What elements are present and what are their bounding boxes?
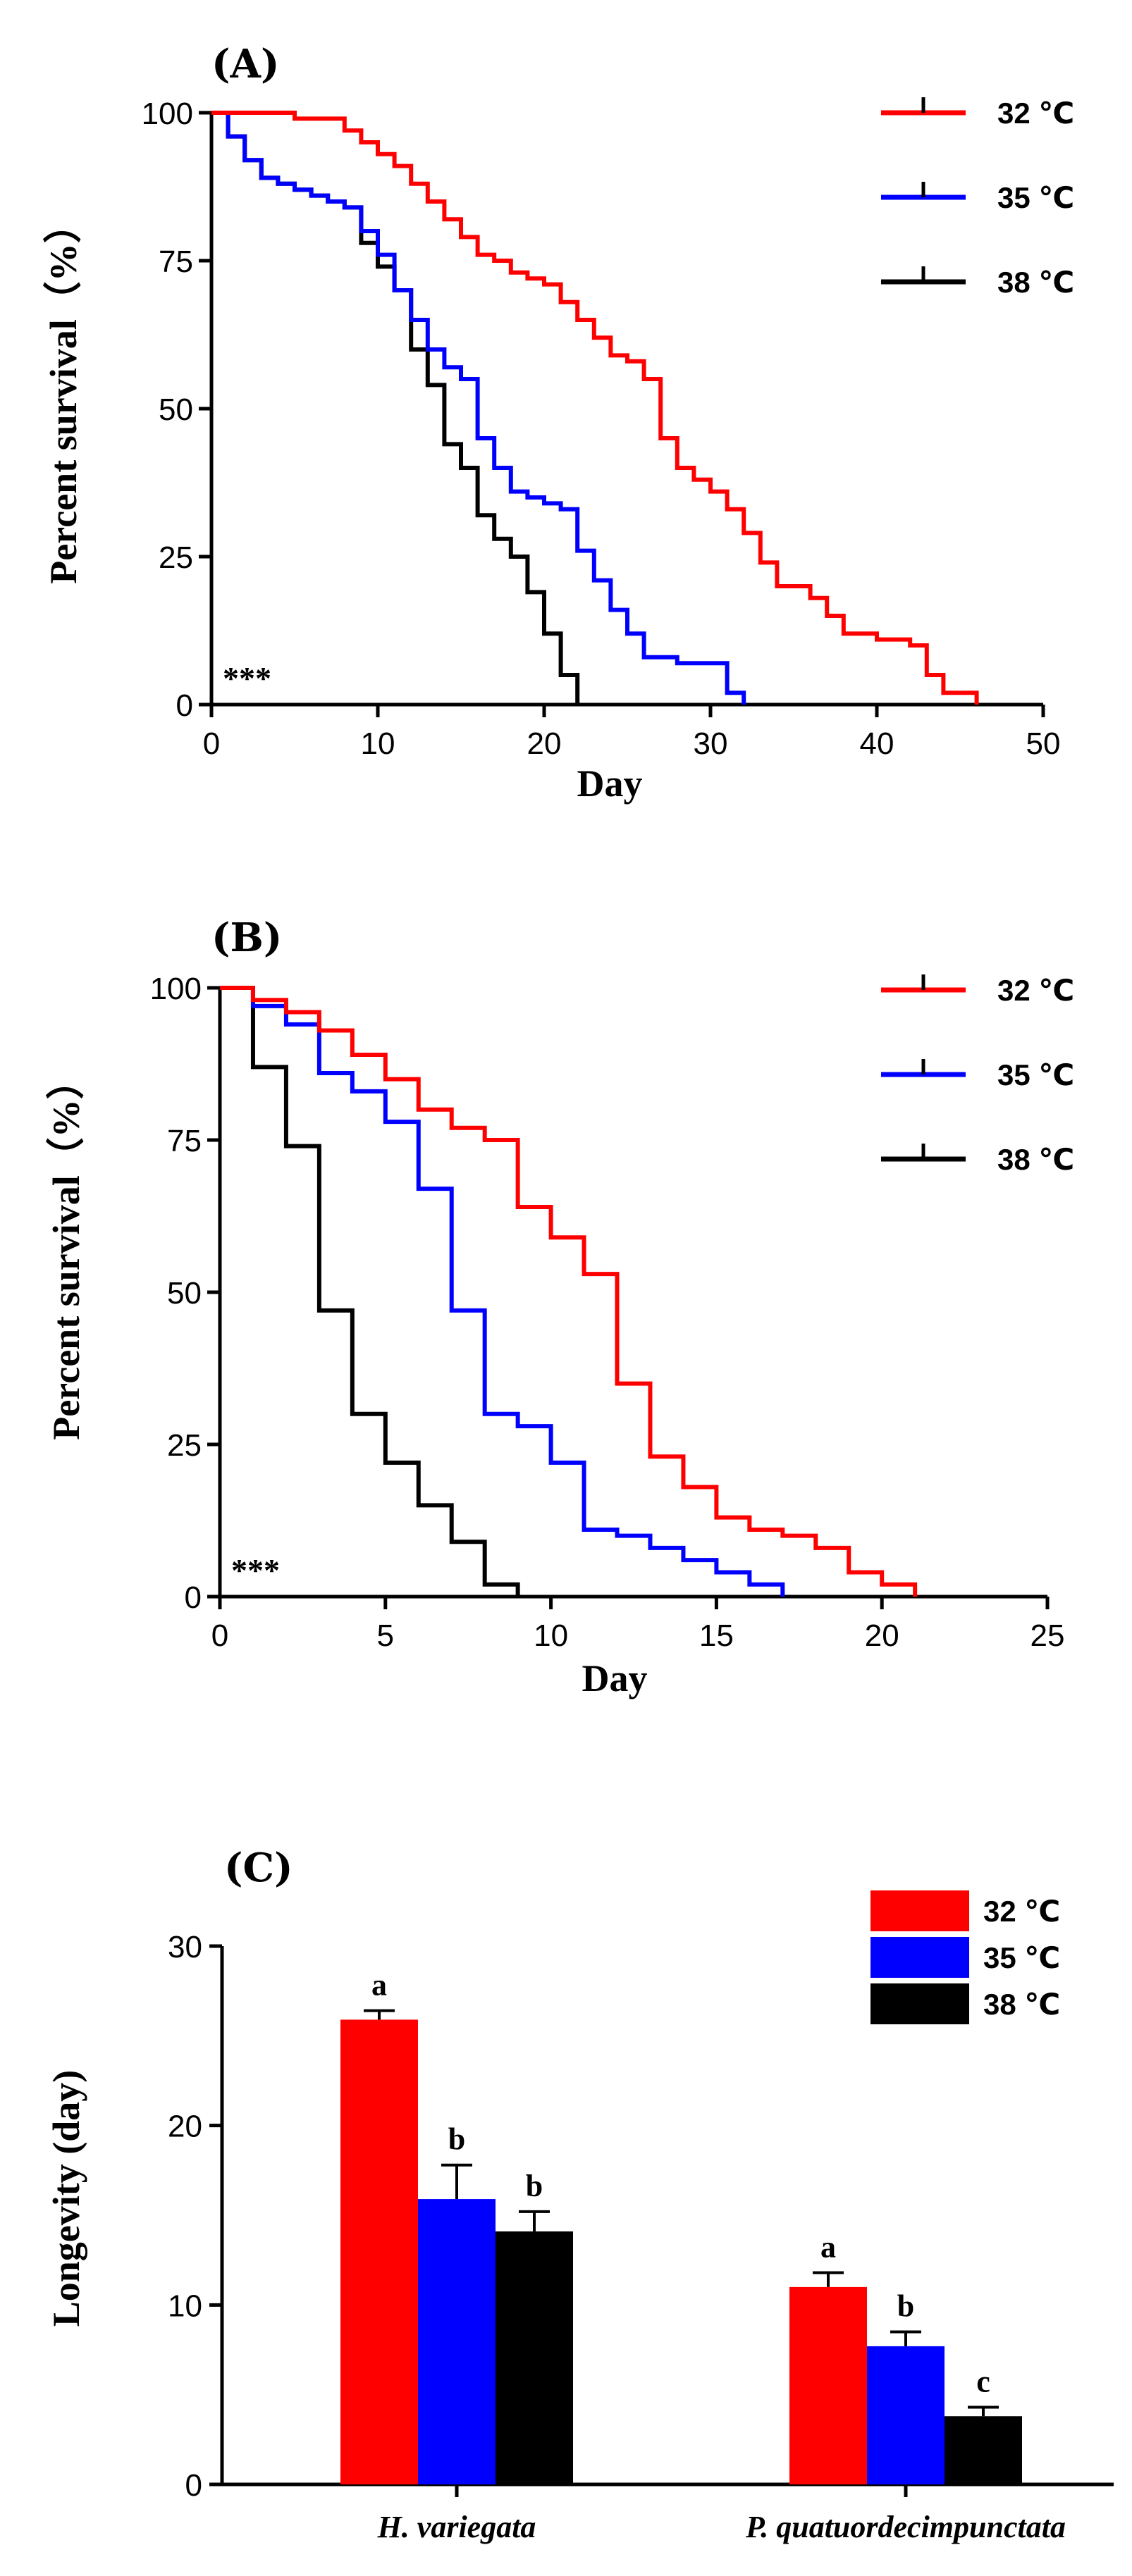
panel-b: (B) Percent survival（%） Day 0 5 10 15 20 25 0 2… bbox=[45, 915, 1074, 1699]
panel-b-y-axis-title: Percent survival（%） bbox=[45, 1061, 87, 1439]
bar bbox=[945, 2416, 1022, 2484]
legend-label: 38 ℃ bbox=[997, 266, 1074, 299]
significance-letter: c bbox=[976, 2364, 990, 2398]
y-tick-label: 30 bbox=[168, 1930, 202, 1964]
legend-label: 38 ℃ bbox=[983, 1988, 1060, 2021]
panel-c: (C) Longevity (day) 0 10 20 30 H. variegata a… bbox=[45, 1845, 1114, 2544]
panel-c-label: (C) bbox=[224, 1845, 293, 1891]
panel-a-x-axis-title: Day bbox=[577, 762, 643, 805]
series-line-38c bbox=[220, 986, 520, 1597]
category-label: P. quatuordecimpunctata bbox=[745, 2510, 1066, 2544]
y-tick-label: 50 bbox=[167, 1276, 202, 1311]
legend-label: 32 ℃ bbox=[997, 97, 1074, 130]
legend-label: 38 ℃ bbox=[997, 1143, 1074, 1176]
significance-letter: a bbox=[820, 2229, 836, 2264]
x-tick-label: 20 bbox=[527, 726, 562, 761]
x-tick-label: 40 bbox=[860, 726, 894, 761]
legend-swatch bbox=[870, 1890, 969, 1931]
significance-letter: a bbox=[371, 1968, 387, 2002]
significance-letter: b bbox=[448, 2122, 465, 2157]
legend-swatch bbox=[870, 1983, 969, 2024]
x-tick-label: 0 bbox=[211, 1618, 228, 1653]
x-tick-label: 15 bbox=[699, 1618, 734, 1653]
significance-annotation: *** bbox=[231, 1552, 280, 1588]
y-tick-label: 10 bbox=[168, 2289, 202, 2323]
y-tick-label: 25 bbox=[159, 540, 193, 575]
legend-label: 32 ℃ bbox=[997, 974, 1074, 1007]
series-line-32c bbox=[211, 111, 979, 705]
x-tick-label: 50 bbox=[1026, 726, 1061, 761]
x-tick-label: 25 bbox=[1031, 1618, 1065, 1653]
y-tick-label: 0 bbox=[185, 2468, 202, 2503]
bar bbox=[496, 2231, 573, 2484]
y-tick-label: 0 bbox=[176, 688, 193, 723]
panel-a-y-axis-title: Percent survival（%） bbox=[42, 205, 85, 583]
panel-c-plot: 0 10 20 30 H. variegata a b b P. quatuordecimpun… bbox=[168, 1890, 1114, 2544]
significance-letter: b bbox=[526, 2169, 543, 2203]
series-line-35c bbox=[220, 986, 785, 1597]
category-label: H. variegata bbox=[377, 2510, 536, 2544]
y-tick-label: 100 bbox=[142, 97, 193, 131]
y-tick-label: 20 bbox=[168, 2110, 202, 2144]
bar bbox=[340, 2019, 418, 2484]
y-tick-label: 50 bbox=[159, 392, 193, 427]
legend-label: 35 ℃ bbox=[983, 1941, 1060, 1974]
x-tick-label: 0 bbox=[203, 726, 220, 761]
y-tick-label: 75 bbox=[159, 244, 193, 279]
bar bbox=[418, 2199, 496, 2484]
panel-a-label: (A) bbox=[211, 41, 279, 87]
panel-b-label: (B) bbox=[211, 915, 282, 961]
y-tick-label: 75 bbox=[167, 1124, 202, 1158]
panel-c-y-axis-title: Longevity (day) bbox=[45, 2070, 87, 2327]
y-tick-label: 25 bbox=[167, 1428, 202, 1463]
bar bbox=[867, 2346, 945, 2484]
x-tick-label: 20 bbox=[865, 1618, 899, 1653]
x-tick-label: 10 bbox=[361, 726, 395, 761]
bar bbox=[789, 2286, 867, 2484]
x-tick-label: 10 bbox=[534, 1618, 568, 1653]
y-tick-label: 0 bbox=[185, 1580, 202, 1615]
series-line-32c bbox=[220, 986, 918, 1597]
x-tick-label: 5 bbox=[377, 1618, 394, 1653]
legend-label: 35 ℃ bbox=[997, 181, 1074, 214]
significance-annotation: *** bbox=[223, 660, 271, 696]
y-tick-label: 100 bbox=[150, 972, 202, 1006]
panel-a: (A) Percent survival（%） Day 0 10 20 30 40 500… bbox=[42, 41, 1074, 805]
significance-letter: b bbox=[897, 2289, 914, 2324]
panel-a-plot: 0 10 20 30 40 50 0 25 50 75 100 *** 32 ℃ 35 ℃ 38 ℃ bbox=[142, 97, 1075, 761]
panel-b-plot: 0 5 10 15 20 25 0 25 50 75 100 *** 32 ℃ 35 ℃ 38 ℃ bbox=[150, 972, 1075, 1653]
series-line-38c bbox=[211, 111, 580, 705]
series-line-35c bbox=[211, 111, 746, 705]
legend-label: 32 ℃ bbox=[983, 1895, 1060, 1928]
x-tick-label: 30 bbox=[694, 726, 728, 761]
legend-swatch bbox=[870, 1937, 969, 1978]
panel-b-x-axis-title: Day bbox=[582, 1657, 648, 1699]
legend-label: 35 ℃ bbox=[997, 1058, 1074, 1091]
